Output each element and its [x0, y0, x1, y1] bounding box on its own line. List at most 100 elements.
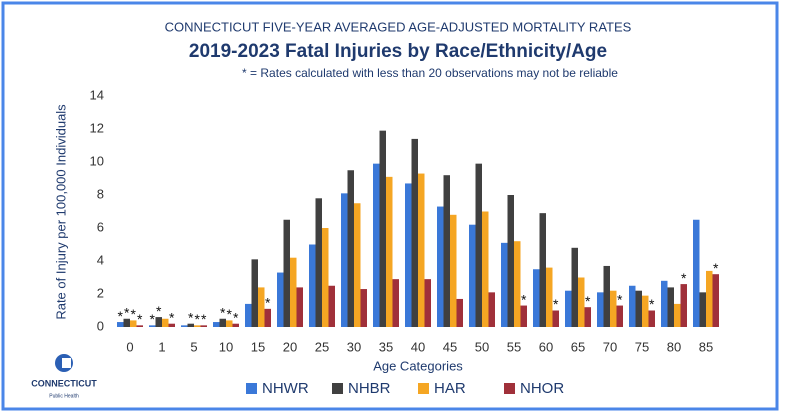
note-label: *	[649, 296, 655, 312]
bar	[411, 138, 418, 327]
x-tick-label: 20	[283, 339, 297, 354]
bar	[373, 163, 380, 327]
bar	[578, 277, 585, 327]
x-tick-label: 45	[443, 339, 457, 354]
bar	[264, 308, 271, 327]
x-tick-label: 55	[507, 339, 521, 354]
x-tick-label: 1	[158, 339, 165, 354]
logo: CONNECTICUT Public Health	[31, 354, 97, 399]
x-tick-label: 15	[251, 339, 265, 354]
bar	[232, 323, 239, 327]
y-axis-label: Rate of Injury per 100,000 Individuals	[53, 104, 68, 320]
bar	[482, 211, 489, 327]
x-tick-label: 75	[635, 339, 649, 354]
bar	[277, 272, 284, 327]
note-label: *	[188, 309, 194, 325]
x-tick-label: 30	[347, 339, 361, 354]
bar	[456, 298, 463, 327]
bar	[712, 274, 719, 327]
bar	[443, 175, 450, 327]
bar	[546, 267, 553, 327]
bar	[450, 214, 457, 327]
bar	[475, 163, 482, 327]
bar	[488, 292, 495, 327]
bar	[552, 310, 559, 327]
bar	[315, 198, 322, 327]
bar	[136, 325, 143, 327]
note-label: *	[201, 311, 207, 327]
x-tick-label: 40	[411, 339, 425, 354]
y-tick-label: 12	[90, 120, 104, 135]
note-label: *	[150, 311, 156, 327]
legend-label: NHWR	[262, 380, 309, 397]
subtitle: * = Rates calculated with less than 20 o…	[242, 66, 618, 80]
bar	[469, 224, 476, 327]
note-label: *	[195, 311, 201, 327]
bar	[674, 303, 681, 327]
y-tick-label: 10	[90, 153, 104, 168]
bar	[533, 269, 540, 327]
bar	[616, 305, 623, 327]
y-tick-label: 8	[97, 186, 104, 201]
x-tick-label: 0	[126, 339, 133, 354]
bar	[635, 290, 642, 327]
bar	[565, 290, 572, 327]
bar	[354, 203, 361, 327]
bar	[162, 318, 169, 327]
legend-swatch	[246, 383, 257, 394]
x-tick-label: 5	[190, 339, 197, 354]
bar	[341, 193, 348, 327]
x-tick-label: 60	[539, 339, 553, 354]
bar	[667, 287, 674, 327]
x-tick-label: 10	[219, 339, 233, 354]
bar	[629, 285, 636, 327]
note-label: *	[124, 304, 130, 320]
note-label: *	[265, 295, 271, 311]
bar	[699, 292, 706, 327]
bar	[584, 307, 591, 327]
bar	[501, 242, 508, 327]
bar	[117, 322, 124, 327]
bar	[130, 320, 137, 327]
legend-label: NHBR	[348, 380, 391, 397]
note-label: *	[521, 291, 527, 307]
note-label: *	[169, 309, 175, 325]
note-label: *	[118, 308, 124, 324]
bar	[296, 287, 303, 327]
y-tick-label: 2	[97, 285, 104, 300]
supertitle: CONNECTICUT FIVE-YEAR AVERAGED AGE-ADJUS…	[165, 19, 632, 34]
y-tick-label: 0	[97, 318, 104, 333]
x-tick-label: 65	[571, 339, 585, 354]
note-label: *	[553, 296, 559, 312]
bar	[642, 295, 649, 327]
bar	[283, 219, 290, 327]
note-label: *	[156, 303, 162, 319]
note-label: *	[681, 270, 687, 286]
bar	[347, 170, 354, 327]
bar	[706, 270, 713, 327]
bar	[661, 280, 668, 327]
bar	[251, 259, 258, 327]
bar	[181, 325, 188, 327]
bar	[392, 279, 399, 327]
note-label: *	[220, 304, 226, 320]
x-tick-label: 35	[379, 339, 393, 354]
y-tick-label: 4	[97, 252, 104, 267]
bar	[418, 173, 425, 327]
note-label: *	[713, 260, 719, 276]
bar	[219, 318, 226, 327]
bar	[360, 289, 367, 327]
note-label: *	[585, 293, 591, 309]
bar	[155, 317, 162, 327]
bar	[194, 325, 201, 327]
bar	[290, 257, 297, 327]
y-tick-label: 6	[97, 219, 104, 234]
bar	[693, 219, 700, 327]
bar	[213, 322, 220, 327]
bar	[328, 285, 335, 327]
x-tick-label: 85	[699, 339, 713, 354]
bar	[123, 318, 130, 327]
legend-swatch	[504, 383, 515, 394]
x-tick-label: 80	[667, 339, 681, 354]
